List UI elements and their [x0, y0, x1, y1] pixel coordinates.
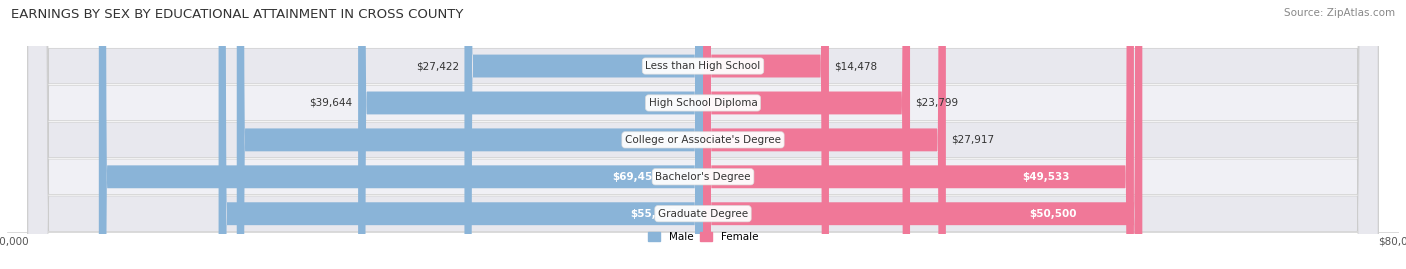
FancyBboxPatch shape: [98, 0, 703, 269]
Legend: Male, Female: Male, Female: [645, 230, 761, 244]
Text: $27,917: $27,917: [952, 135, 994, 145]
Text: $55,682: $55,682: [630, 209, 678, 219]
Text: $39,644: $39,644: [309, 98, 353, 108]
FancyBboxPatch shape: [464, 0, 703, 269]
Text: Graduate Degree: Graduate Degree: [658, 209, 748, 219]
FancyBboxPatch shape: [236, 0, 703, 269]
FancyBboxPatch shape: [28, 0, 1378, 269]
Text: Source: ZipAtlas.com: Source: ZipAtlas.com: [1284, 8, 1395, 18]
FancyBboxPatch shape: [703, 0, 830, 269]
Text: $14,478: $14,478: [835, 61, 877, 71]
FancyBboxPatch shape: [28, 0, 1378, 269]
Text: $50,500: $50,500: [1029, 209, 1077, 219]
FancyBboxPatch shape: [28, 0, 1378, 269]
Text: $49,533: $49,533: [1022, 172, 1070, 182]
Text: Less than High School: Less than High School: [645, 61, 761, 71]
Text: $23,799: $23,799: [915, 98, 959, 108]
Text: EARNINGS BY SEX BY EDUCATIONAL ATTAINMENT IN CROSS COUNTY: EARNINGS BY SEX BY EDUCATIONAL ATTAINMEN…: [11, 8, 464, 21]
Text: $53,594: $53,594: [633, 135, 681, 145]
FancyBboxPatch shape: [703, 0, 1133, 269]
FancyBboxPatch shape: [359, 0, 703, 269]
FancyBboxPatch shape: [703, 0, 946, 269]
FancyBboxPatch shape: [703, 0, 1142, 269]
Text: Bachelor's Degree: Bachelor's Degree: [655, 172, 751, 182]
FancyBboxPatch shape: [28, 0, 1378, 269]
FancyBboxPatch shape: [703, 0, 910, 269]
Text: College or Associate's Degree: College or Associate's Degree: [626, 135, 780, 145]
FancyBboxPatch shape: [218, 0, 703, 269]
Text: High School Diploma: High School Diploma: [648, 98, 758, 108]
FancyBboxPatch shape: [28, 0, 1378, 269]
Text: $69,450: $69,450: [613, 172, 659, 182]
Text: $27,422: $27,422: [416, 61, 458, 71]
